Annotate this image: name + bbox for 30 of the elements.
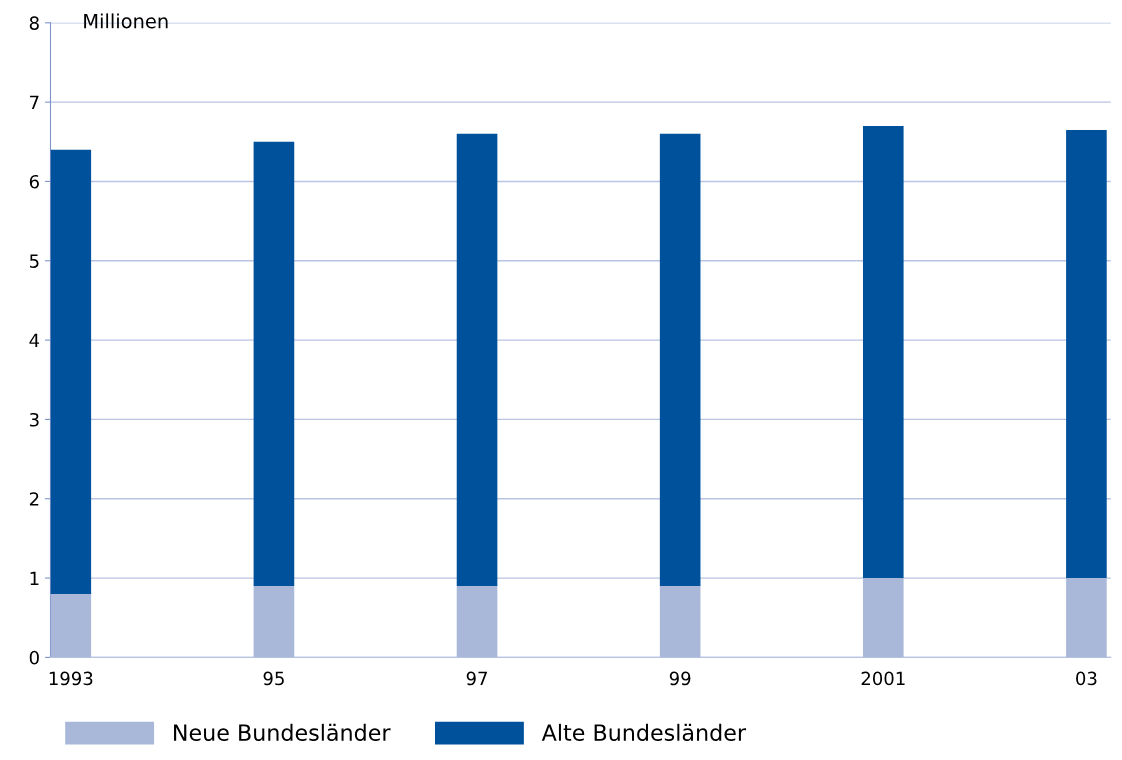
y-tick-label: 7 [30, 95, 39, 109]
y-tick-label: 6 [29, 174, 39, 189]
bar [1066, 578, 1107, 658]
x-tick-label: 97 [466, 671, 487, 686]
bar [862, 578, 904, 658]
y-tick-label: 4 [29, 333, 40, 347]
legend-label: Alte Bundesländer [541, 723, 747, 742]
y-tick-label: 5 [29, 254, 39, 268]
y-tick-label: 1 [30, 571, 39, 585]
x-tick-label: 2001 [861, 671, 905, 686]
y-tick-label: 0 [29, 650, 39, 665]
bar [456, 133, 498, 587]
x-tick-label: 1993 [49, 671, 93, 686]
x-tick-label: 99 [669, 671, 691, 686]
bar [50, 593, 92, 658]
x-tick-label: 03 [1076, 671, 1097, 686]
bar [456, 586, 498, 658]
bar [659, 586, 701, 658]
y-axis-title: Millionen [84, 13, 168, 29]
bar [253, 141, 295, 587]
bar [862, 125, 904, 579]
y-tick-label: 3 [29, 412, 39, 427]
x-tick-label: 95 [263, 671, 284, 686]
y-tick-label: 2 [29, 492, 39, 506]
bar [50, 149, 92, 594]
bar [659, 133, 701, 587]
bar [253, 586, 295, 658]
legend-label: Neue Bundesländer [174, 723, 391, 742]
bar [1066, 129, 1107, 579]
y-tick-label: 8 [29, 16, 39, 30]
